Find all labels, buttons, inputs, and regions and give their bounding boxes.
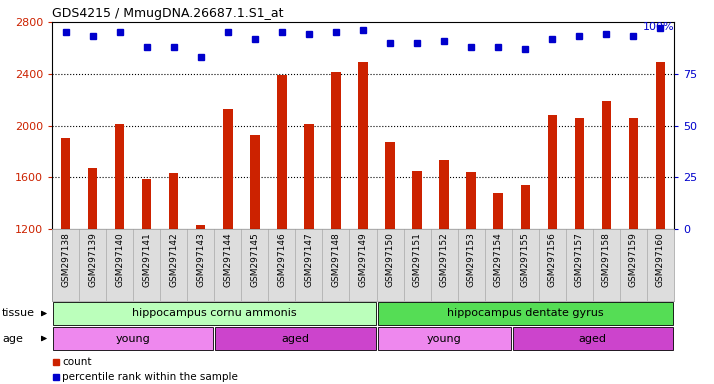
Text: GSM297149: GSM297149	[358, 233, 368, 287]
Bar	[53, 327, 213, 350]
Bar	[386, 142, 395, 229]
Bar	[602, 101, 611, 229]
Text: GSM297144: GSM297144	[223, 233, 232, 287]
Text: GSM297140: GSM297140	[115, 233, 124, 287]
Text: GSM297158: GSM297158	[602, 233, 611, 288]
Bar	[513, 327, 673, 350]
Bar	[493, 193, 503, 229]
Bar	[277, 75, 286, 229]
Bar	[53, 302, 376, 325]
Text: 100%: 100%	[643, 22, 674, 32]
Text: GSM297142: GSM297142	[169, 233, 178, 287]
Bar	[331, 73, 341, 229]
Bar	[142, 179, 151, 229]
Text: tissue: tissue	[2, 308, 35, 318]
Bar	[304, 124, 313, 229]
Bar	[196, 225, 206, 229]
Text: GSM297143: GSM297143	[196, 233, 205, 287]
Text: GSM297151: GSM297151	[413, 233, 421, 288]
Bar	[655, 62, 665, 229]
Text: young: young	[427, 333, 461, 344]
Bar	[169, 173, 178, 229]
Text: age: age	[2, 333, 23, 344]
Bar	[61, 139, 70, 229]
Text: young: young	[116, 333, 151, 344]
Bar	[575, 118, 584, 229]
Text: aged: aged	[281, 333, 309, 344]
Text: GSM297138: GSM297138	[61, 233, 70, 288]
Text: GSM297148: GSM297148	[331, 233, 341, 287]
Text: GSM297156: GSM297156	[548, 233, 557, 288]
Text: GSM297153: GSM297153	[467, 233, 476, 288]
Text: GSM297139: GSM297139	[88, 233, 97, 288]
Bar	[466, 172, 476, 229]
Bar	[358, 62, 368, 229]
Text: GSM297141: GSM297141	[142, 233, 151, 287]
Bar	[223, 109, 233, 229]
Text: GDS4215 / MmugDNA.26687.1.S1_at: GDS4215 / MmugDNA.26687.1.S1_at	[52, 7, 283, 20]
Text: percentile rank within the sample: percentile rank within the sample	[62, 371, 238, 381]
Text: GSM297159: GSM297159	[629, 233, 638, 288]
Bar	[439, 161, 449, 229]
Text: count: count	[62, 358, 91, 367]
Bar	[548, 115, 557, 229]
Text: GSM297146: GSM297146	[277, 233, 286, 287]
Bar	[521, 185, 530, 229]
Text: GSM297155: GSM297155	[521, 233, 530, 288]
Text: GSM297147: GSM297147	[304, 233, 313, 287]
Bar	[88, 168, 97, 229]
Text: aged: aged	[579, 333, 607, 344]
Bar	[215, 327, 376, 350]
Text: hippocampus cornu ammonis: hippocampus cornu ammonis	[132, 308, 296, 318]
Text: GSM297154: GSM297154	[493, 233, 503, 287]
Bar	[413, 171, 422, 229]
Bar	[378, 302, 673, 325]
Bar	[629, 118, 638, 229]
Text: GSM297150: GSM297150	[386, 233, 395, 288]
Text: GSM297152: GSM297152	[440, 233, 448, 287]
Bar	[250, 134, 260, 229]
Text: GSM297145: GSM297145	[251, 233, 259, 287]
Text: GSM297160: GSM297160	[656, 233, 665, 288]
Bar	[378, 327, 511, 350]
Bar	[115, 124, 124, 229]
Text: hippocampus dentate gyrus: hippocampus dentate gyrus	[447, 308, 603, 318]
Text: GSM297157: GSM297157	[575, 233, 584, 288]
